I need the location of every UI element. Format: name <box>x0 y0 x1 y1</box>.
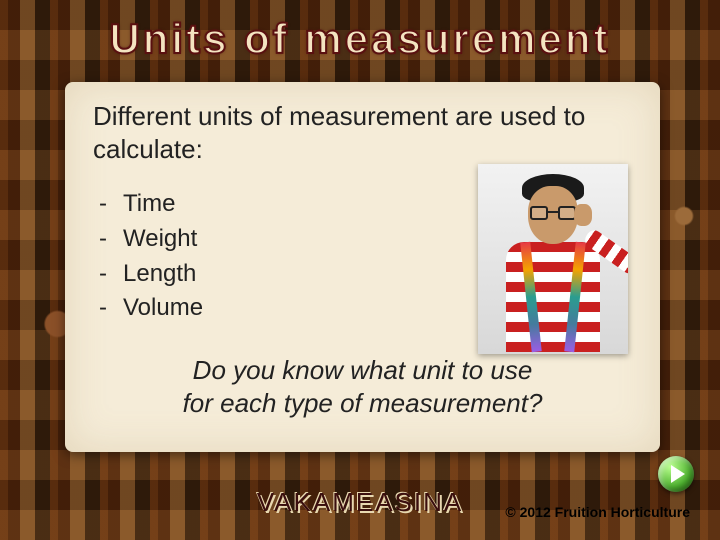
bullet-text: Weight <box>123 225 197 252</box>
bullet-text: Length <box>123 260 196 287</box>
bullet-text: Time <box>123 190 175 217</box>
person-photo <box>478 164 628 354</box>
bullet-text: Volume <box>123 294 203 321</box>
intro-text: Different units of measurement are used … <box>93 100 632 165</box>
question-line: Do you know what unit to use <box>193 355 533 385</box>
slide-background: Units of measurement Different units of … <box>0 0 720 540</box>
photo-illustration <box>478 164 628 354</box>
copyright-text: © 2012 Fruition Horticulture <box>505 504 690 520</box>
question-line: for each type of measurement? <box>183 388 543 418</box>
question-text: Do you know what unit to use for each ty… <box>93 354 632 419</box>
slide-title: Units of measurement <box>0 15 720 63</box>
